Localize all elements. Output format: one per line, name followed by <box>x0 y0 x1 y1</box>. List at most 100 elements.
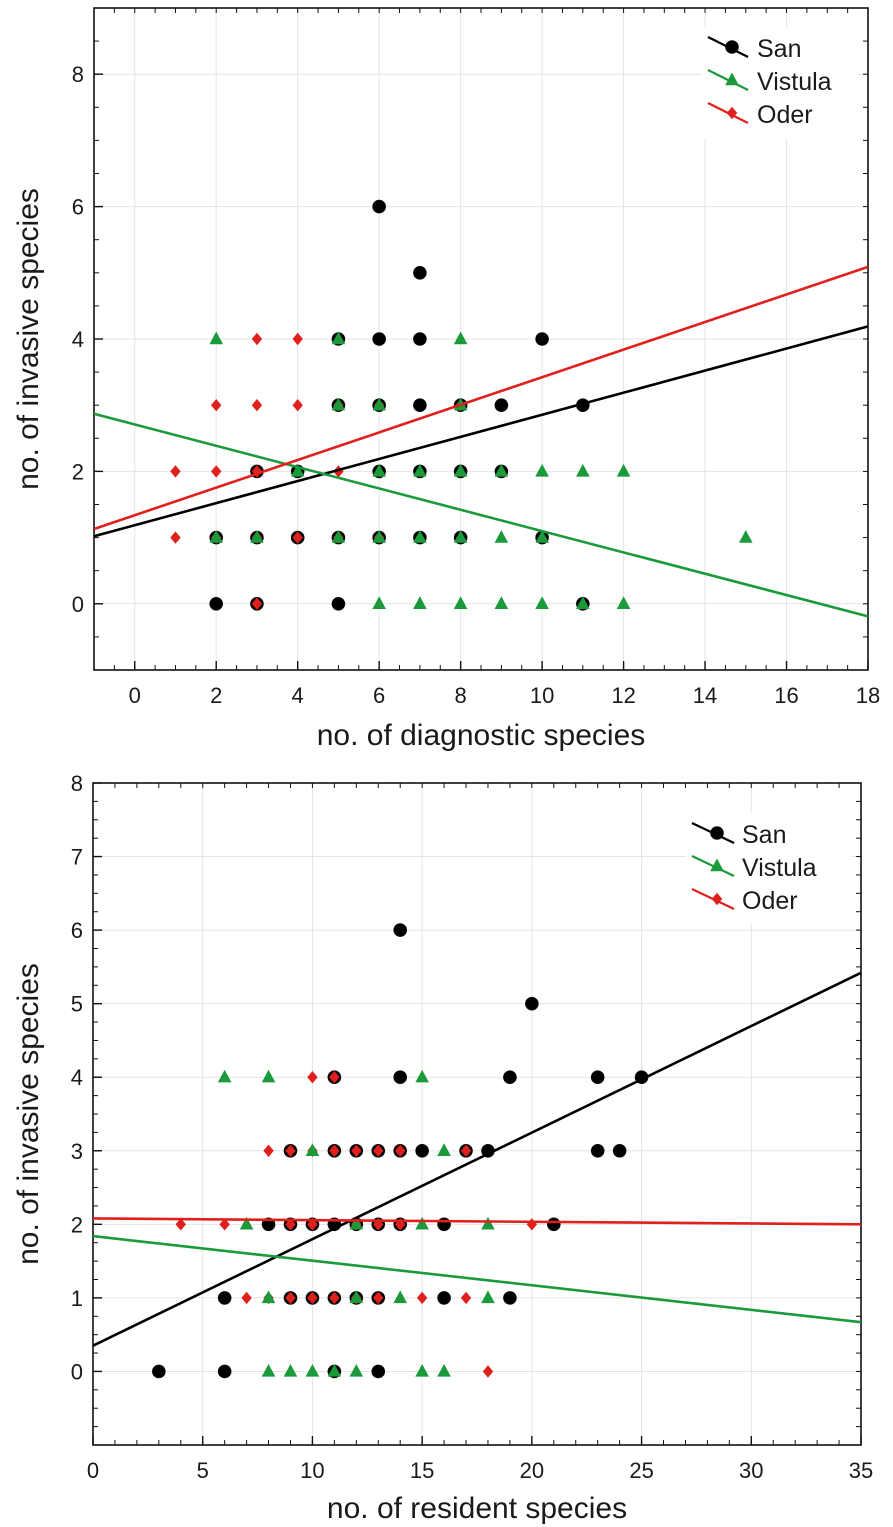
x-tick-label: 6 <box>373 683 385 708</box>
vistula-point <box>616 596 631 609</box>
oder-point <box>329 1291 340 1305</box>
plot-area <box>94 199 868 618</box>
vistula-point <box>738 530 753 543</box>
oder-point <box>285 1144 296 1157</box>
oder-point <box>285 1291 296 1305</box>
oder-point <box>292 399 303 412</box>
legend-oder-label: Oder <box>757 101 813 129</box>
y-tick-label: 8 <box>71 771 83 796</box>
vistula-point <box>413 530 427 543</box>
x-tick-label: 18 <box>856 683 880 708</box>
san-point <box>413 265 427 280</box>
san-point <box>413 332 427 346</box>
oder-point <box>263 1144 274 1157</box>
vistula-point <box>261 1069 276 1083</box>
oder-point <box>329 1071 340 1084</box>
vistula-point <box>437 1363 451 1377</box>
vistula-point <box>415 1363 429 1377</box>
y-tick-label: 0 <box>71 1359 83 1384</box>
san-point <box>372 199 386 214</box>
legend-vistula-marker <box>725 72 739 86</box>
vistula-point <box>576 596 590 609</box>
san-trend-line <box>93 971 861 1347</box>
x-tick-label: 20 <box>520 1458 544 1483</box>
oder-point <box>307 1218 318 1231</box>
legend-vistula-marker <box>710 858 724 872</box>
vistula-point <box>576 463 590 477</box>
oder-point <box>251 399 263 412</box>
oder-point <box>211 399 222 412</box>
vistula-point <box>413 463 427 477</box>
vistula-point <box>250 530 264 543</box>
vistula-point <box>453 530 468 543</box>
san-point <box>393 1070 408 1085</box>
y-tick-label: 6 <box>71 918 83 943</box>
vistula-trend-line <box>93 1234 861 1324</box>
legend-oder-label: Oder <box>742 887 798 915</box>
legend: San Vistula Oder <box>686 813 851 924</box>
y-tick-label: 2 <box>71 1212 83 1237</box>
y-tick-label: 5 <box>71 992 83 1017</box>
san-point <box>393 923 408 937</box>
san-point <box>546 1217 561 1232</box>
oder-point <box>373 1144 384 1157</box>
chart-panel-1: 0 2 4 6 8 10 12 14 16 18 0 2 4 6 8 no. of diagnostic sp… <box>12 7 880 752</box>
vistula-point <box>305 1363 320 1377</box>
plot-area <box>93 923 861 1379</box>
vistula-point <box>290 463 305 477</box>
oder-point <box>482 1365 494 1378</box>
y-tick-label: 4 <box>72 327 84 352</box>
x-tick-label: 16 <box>774 683 798 708</box>
vistula-point <box>372 530 386 543</box>
legend-san-marker <box>710 826 724 840</box>
vistula-point <box>453 331 468 345</box>
vistula-point <box>217 1069 232 1083</box>
oder-point <box>170 465 181 478</box>
vistula-point <box>535 596 549 609</box>
vistula-point <box>453 463 468 477</box>
x-tick-label: 15 <box>410 1458 434 1483</box>
vistula-point <box>437 1143 451 1156</box>
san-point <box>590 1143 605 1158</box>
san-point <box>494 398 509 413</box>
oder-point <box>241 1291 252 1305</box>
oder-point <box>460 1144 472 1157</box>
chart-panel-2: 0 5 10 15 20 25 30 35 0 1 2 3 4 5 6 7 8 no. of resident s… <box>12 771 873 1525</box>
x-tick-label: 30 <box>739 1458 763 1483</box>
legend-san-marker <box>725 40 739 54</box>
y-axis-title: no. of invasive species <box>12 963 45 1265</box>
oder-point <box>395 1218 406 1231</box>
x-tick-label: 12 <box>611 683 635 708</box>
san-trend-line <box>94 325 868 538</box>
x-tick-label: 10 <box>300 1458 324 1483</box>
oder-point <box>526 1218 538 1231</box>
vistula-point <box>535 463 549 477</box>
oder-point <box>251 597 263 610</box>
x-tick-label: 14 <box>693 683 717 708</box>
legend-oder-marker <box>711 892 723 906</box>
oder-point <box>211 465 222 478</box>
vistula-point <box>494 463 509 477</box>
y-tick-label: 6 <box>72 195 84 220</box>
san-point <box>413 398 427 413</box>
oder-point <box>329 1144 340 1157</box>
oder-point <box>285 1218 296 1231</box>
x-tick-label: 0 <box>129 683 141 708</box>
vistula-point <box>239 1216 254 1230</box>
legend-vistula-label: Vistula <box>742 854 817 882</box>
legend-san-label: San <box>757 35 801 63</box>
oder-point <box>292 332 303 346</box>
vistula-trend-line <box>94 412 868 618</box>
vistula-point <box>535 530 549 543</box>
y-tick-label: 1 <box>71 1286 83 1311</box>
oder-trend-line <box>94 265 868 531</box>
vistula-point <box>494 530 509 543</box>
x-tick-label: 35 <box>849 1458 873 1483</box>
x-tick-label: 4 <box>292 683 304 708</box>
vistula-point <box>372 596 386 609</box>
vistula-point <box>372 397 386 411</box>
oder-point <box>170 531 181 544</box>
vistula-point <box>261 1363 276 1377</box>
y-axis-title: no. of invasive species <box>12 188 45 490</box>
